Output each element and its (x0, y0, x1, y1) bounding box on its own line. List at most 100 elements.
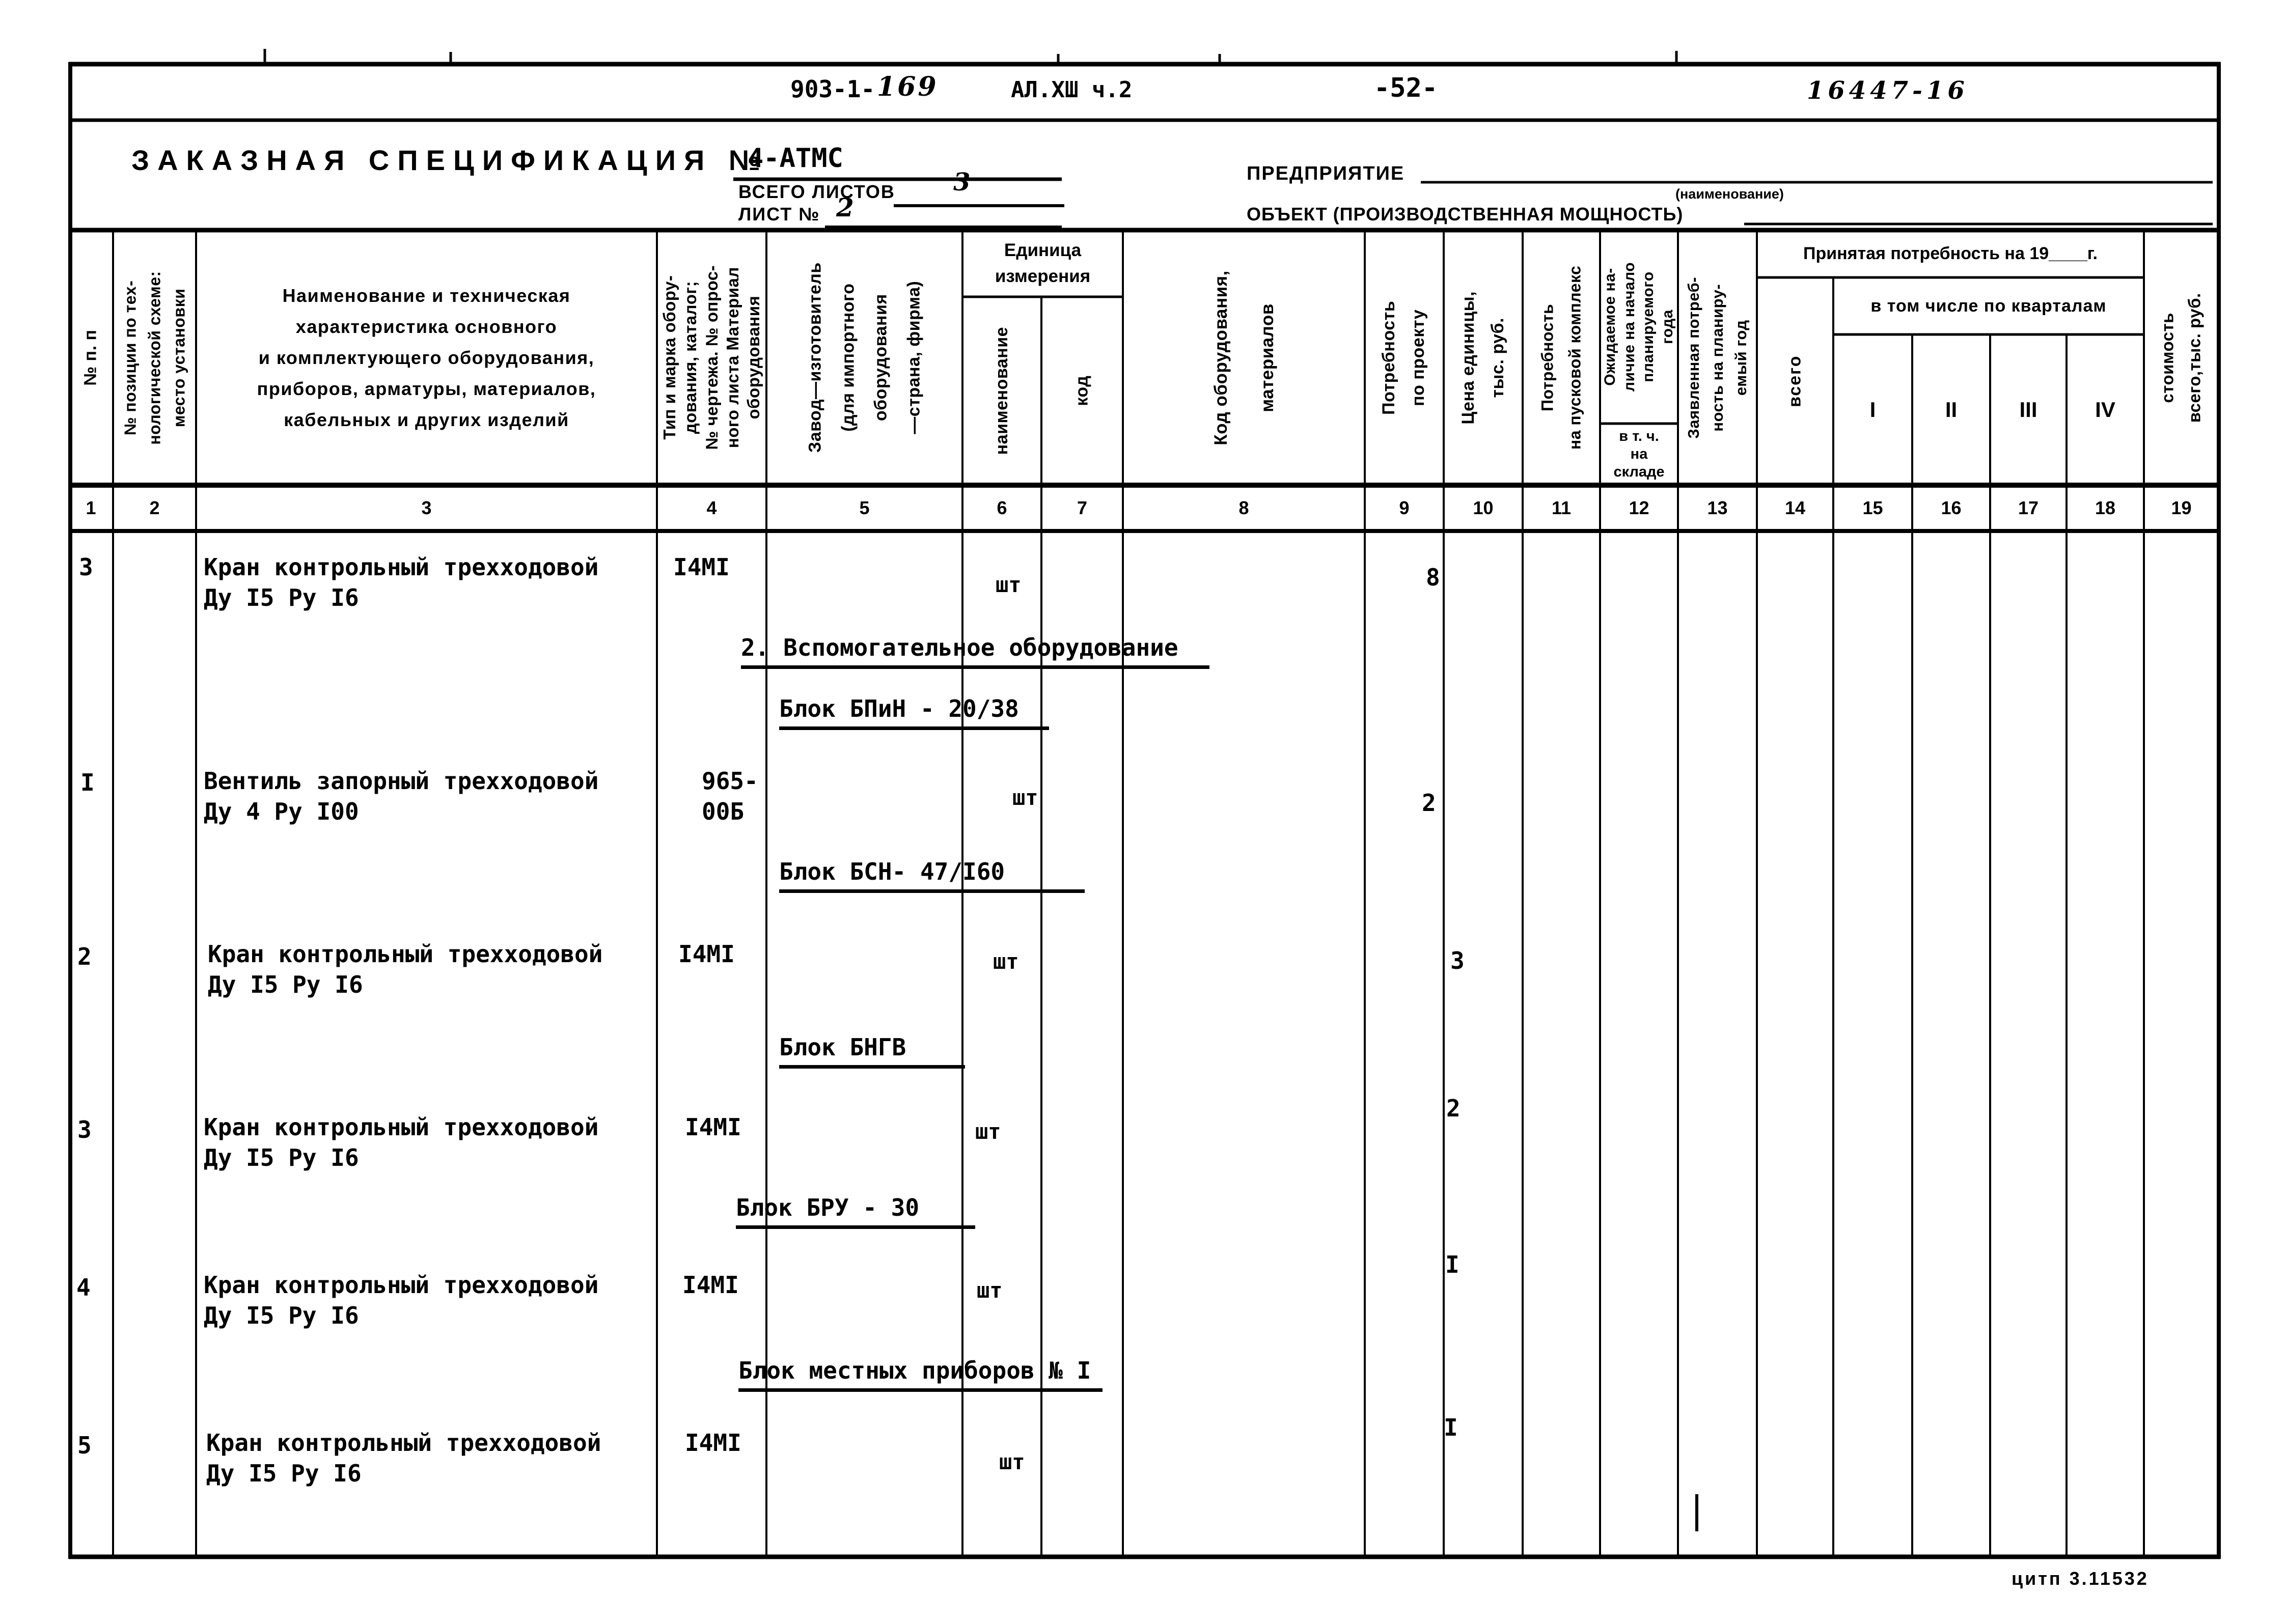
col-header-num: № п. п (69, 230, 113, 485)
column-number-text: 14 (1784, 497, 1806, 518)
row-number: 3 (79, 553, 93, 581)
col-header-type: Тип и марка обору- дования, каталог; № ч… (657, 230, 766, 485)
unit-group-header: Единица измерения (962, 230, 1123, 297)
col-header-cost-text: стоимость всего,тыс. руб. (2158, 293, 2204, 423)
col-header-position: № позиции по тех- нологической схеме: ме… (113, 230, 196, 485)
column-number-text: 6 (997, 497, 1007, 518)
column-number: 3 (196, 485, 657, 531)
doc-number-handwritten: 169 (877, 71, 939, 102)
column-number: 11 (1523, 485, 1600, 531)
row-qty: 3 (1450, 947, 1465, 974)
row-type: I4МI (673, 553, 730, 581)
column-number-text: 5 (859, 497, 870, 518)
column-number: 12 (1600, 485, 1678, 531)
row-name: Кран контрольный трехходовой Ду I5 Ру I6 (206, 1429, 601, 1487)
column-number-text: 11 (1551, 497, 1572, 518)
section-header: Блок местных приборов № I (738, 1357, 1103, 1392)
row-qty: I (1445, 1251, 1459, 1278)
col-header-startup-need-text: Потребность на пусковой комплекс (1538, 265, 1585, 450)
column-number: 5 (766, 485, 962, 531)
sheet-page-number: -52- (1374, 73, 1438, 103)
column-number-text: 18 (2095, 497, 2116, 518)
section-header: Блок БПиН - 20/38 (779, 695, 1049, 730)
col-header-cost: стоимость всего,тыс. руб. (2144, 230, 2219, 485)
row-unit: шт (993, 949, 1019, 974)
row-type: 965- 00Б (702, 767, 758, 825)
row-unit: шт (999, 1449, 1025, 1474)
column-number: 7 (1041, 485, 1123, 531)
accepted-need-group-header-text: Принятая потребность на 19____г. (1803, 244, 2098, 263)
row-qty: 8 (1426, 564, 1440, 591)
doc-number-printed: 903-1- (790, 75, 875, 103)
row-unit: шт (975, 1119, 1001, 1144)
column-number: 4 (657, 485, 766, 531)
column-number-text: 16 (1941, 497, 1962, 518)
section-header: Блок БСН- 47/I60 (779, 858, 1085, 893)
col-header-q3: III (1990, 334, 2067, 485)
row-type: I4МI (682, 1271, 739, 1299)
col-header-q2: II (1912, 334, 1990, 485)
column-number: 18 (2067, 485, 2144, 531)
col-header-startup-need: Потребность на пусковой комплекс (1523, 230, 1600, 485)
sheet-number-value: 2 (836, 192, 854, 222)
col-header-unit-code: код (1041, 297, 1123, 485)
enterprise-label: ПРЕДПРИЯТИЕ (1247, 163, 1405, 184)
row-number: 2 (77, 943, 92, 970)
col-header-q4-text: IV (2095, 398, 2115, 422)
column-number: 2 (113, 485, 196, 531)
unit-group-header-text: Единица измерения (995, 240, 1091, 286)
col-header-total: всего (1757, 277, 1833, 485)
column-number-text: 13 (1707, 497, 1728, 518)
inventory-number: 16447-16 (1807, 76, 1969, 105)
col-header-q3-text: III (2019, 398, 2037, 422)
col-header-expected-availability-text: Ожидаемое на- личие на начало планируемо… (1602, 262, 1676, 392)
column-number-text: 17 (2018, 497, 2039, 518)
column-number-text: 15 (1862, 497, 1883, 518)
col-header-project-need: Потребность по проекту (1365, 230, 1444, 485)
quarters-group-header-text: в том числе по кварталам (1870, 296, 2107, 316)
row-unit: шт (977, 1278, 1003, 1303)
row-type: I4МI (678, 940, 735, 968)
row-type: I4МI (685, 1113, 741, 1141)
column-number-text: 9 (1399, 497, 1410, 518)
column-number: 1 (69, 485, 113, 531)
col-header-unit-name-text: наименование (991, 327, 1011, 455)
col-header-warehouse-sub-text: в т. ч. на складе (1613, 428, 1665, 480)
col-header-name: Наименование и техническая характеристик… (196, 230, 657, 485)
col-header-name-text: Наименование и техническая характеристик… (257, 285, 596, 431)
column-number-text: 12 (1629, 497, 1649, 518)
column-number-text: 1 (86, 497, 96, 518)
row-qty: 2 (1446, 1095, 1461, 1122)
col-header-unit-name: наименование (962, 297, 1041, 485)
row-qty: I (1444, 1414, 1458, 1441)
row-name: Кран контрольный трехходовой Ду I5 Ру I6 (204, 553, 599, 611)
column-number: 6 (962, 485, 1041, 531)
column-number: 10 (1444, 485, 1523, 531)
column-number: 13 (1678, 485, 1757, 531)
col-header-declared-need: Заявленная потреб- ность на планиру- емы… (1678, 230, 1757, 485)
spec-number: 4-АТМС (748, 143, 843, 174)
row-type: I4МI (685, 1429, 741, 1457)
row-name: Кран контрольный трехходовой Ду I5 Ру I6 (204, 1271, 599, 1329)
section-header: 2. Вспомогательное оборудование (741, 634, 1209, 669)
row-number: I (80, 769, 95, 796)
section-header: Блок БРУ - 30 (736, 1194, 975, 1229)
col-header-unit-price: Цена единицы, тыс. руб. (1444, 230, 1523, 485)
footer-stamp: цитп 3.11532 (2012, 1568, 2149, 1589)
col-header-unit-code-text: код (1072, 376, 1092, 406)
column-number: 19 (2144, 485, 2219, 531)
column-number-text: 10 (1473, 497, 1494, 518)
row-name: Вентиль запорный трехходовой Ду 4 Ру I00 (204, 767, 599, 825)
col-header-q4: IV (2067, 334, 2144, 485)
row-number: 3 (77, 1116, 92, 1143)
col-header-num-text: № п. п (80, 329, 100, 386)
column-number: 17 (1990, 485, 2067, 531)
col-header-unit-price-text: Цена единицы, тыс. руб. (1458, 291, 1507, 425)
row-qty: 2 (1422, 789, 1436, 817)
row-unit: шт (996, 572, 1022, 597)
col-header-q1-text: I (1869, 398, 1876, 422)
col-header-type-text: Тип и марка обору- дования, каталог; № ч… (660, 265, 763, 450)
col-header-position-text: № позиции по тех- нологической схеме: ме… (121, 270, 188, 445)
album-code: АЛ.ХШ ч.2 (1011, 77, 1133, 103)
